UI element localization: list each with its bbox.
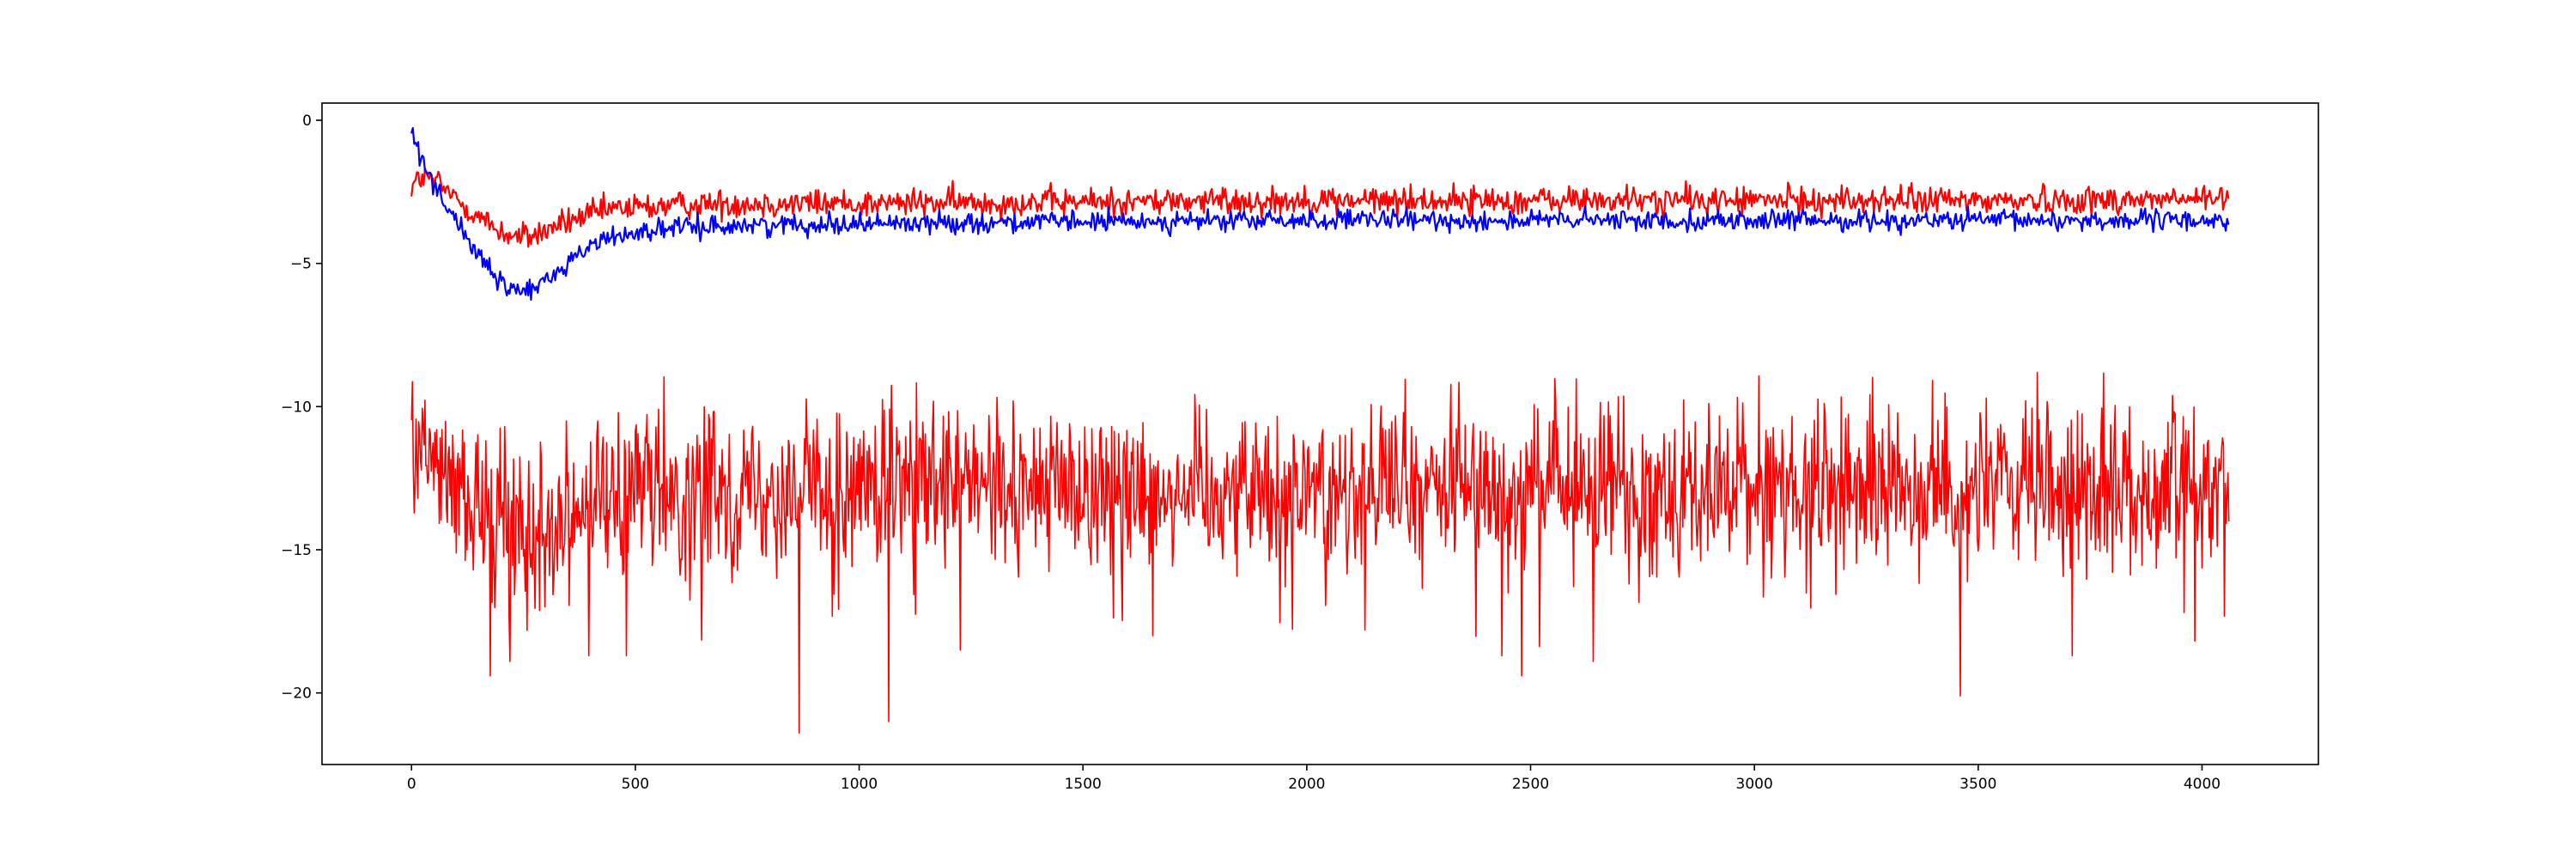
x-tick-label: 1500 bbox=[1065, 776, 1102, 793]
series-line-2 bbox=[410, 127, 2230, 302]
series-line-3 bbox=[410, 371, 2230, 734]
y-tick-label: −20 bbox=[281, 685, 312, 703]
x-tick-label: 2000 bbox=[1288, 776, 1325, 793]
y-tick-label: −10 bbox=[281, 399, 312, 416]
axis-layer: 0 500 1000 1500 2000 2500 3000 3500 4000 0 −5 −10 −1… bbox=[281, 102, 2319, 793]
y-tick-label: 0 bbox=[302, 113, 312, 130]
x-tick-label: 2500 bbox=[1512, 776, 1549, 793]
plot-frame bbox=[321, 102, 2319, 765]
x-tick-label: 1000 bbox=[841, 776, 878, 793]
x-tick-label: 3000 bbox=[1736, 776, 1773, 793]
x-tick-label: 3500 bbox=[1959, 776, 1996, 793]
x-tick-label: 500 bbox=[622, 776, 649, 793]
series-line-1 bbox=[410, 167, 2230, 248]
x-tick-label: 4000 bbox=[2184, 776, 2221, 793]
y-tick-label: −5 bbox=[290, 256, 312, 273]
x-tick-label: 0 bbox=[407, 776, 416, 793]
series-layer bbox=[410, 127, 2230, 734]
y-tick-label: −15 bbox=[281, 542, 312, 559]
